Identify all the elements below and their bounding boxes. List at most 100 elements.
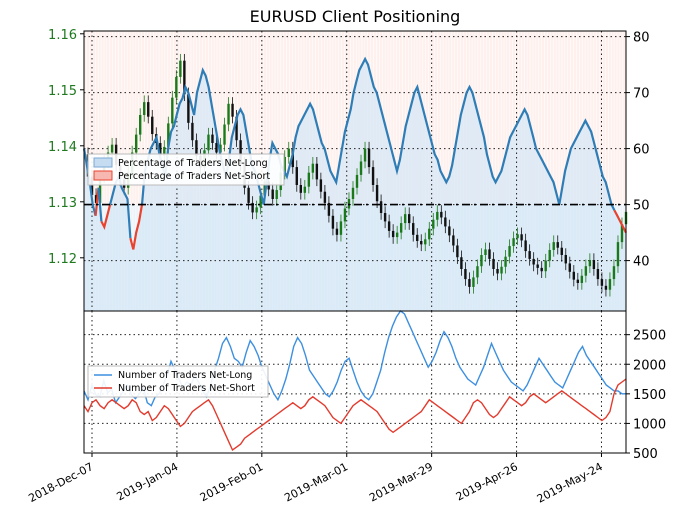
short-band-stripe	[318, 31, 322, 205]
net-long-pct-line	[97, 187, 103, 222]
short-band-stripe	[562, 31, 565, 205]
candle-body	[98, 176, 102, 203]
count-net-short-line	[83, 378, 627, 452]
candle-body	[540, 267, 543, 272]
short-band-stripe	[281, 31, 284, 205]
short-band-stripe	[570, 31, 574, 205]
candle-body	[339, 221, 343, 235]
candle-body	[375, 185, 379, 202]
right-tick-label: 50	[633, 199, 650, 214]
lower-panel: 500 1000 1500 2000 2500 Number of Traders Ne…	[83, 309, 666, 462]
candle-body	[588, 260, 592, 267]
candle-body	[568, 263, 571, 272]
candle-body	[403, 214, 407, 224]
short-band-stripe	[336, 31, 339, 205]
candle-body	[532, 258, 535, 265]
short-band-stripe	[440, 31, 443, 205]
short-band-stripe	[576, 31, 580, 205]
short-band-stripe	[133, 31, 136, 205]
candle-body	[363, 148, 367, 162]
net-short-pct-line	[613, 209, 627, 234]
candle-body	[528, 251, 531, 259]
candle-body	[480, 255, 483, 267]
candle-body	[147, 102, 150, 117]
short-band-stripe	[339, 31, 342, 205]
legend-swatch-net-short-pct	[93, 170, 113, 181]
short-band-stripe	[153, 31, 156, 205]
short-band-stripe	[226, 31, 229, 205]
short-band-stripe	[594, 31, 597, 205]
candle-body	[428, 228, 431, 240]
candle-body	[315, 163, 319, 180]
short-band-stripe	[620, 31, 623, 205]
short-band-stripe	[121, 31, 124, 205]
short-band-stripe	[127, 31, 130, 205]
candle-body	[408, 214, 411, 224]
legend-label-count-long: Number of Traders Net-Long	[118, 370, 252, 381]
upper-left-axis-ticks: 1.12 1.13 1.14 1.15 1.16	[48, 28, 84, 267]
short-band-stripe	[579, 31, 582, 205]
candle-body	[267, 181, 270, 190]
short-band-stripe	[341, 31, 345, 205]
short-band-stripe	[266, 31, 269, 205]
short-band-stripe	[547, 31, 551, 205]
short-band-stripe	[454, 31, 458, 205]
upper-panel: 40 50 60 70 80 1.12 1.13 1.14 1.15 1.16 Percenta…	[48, 28, 650, 312]
short-band-stripe	[231, 31, 235, 205]
short-band-stripe	[556, 31, 559, 205]
lower-legend-box	[87, 365, 269, 398]
short-band-stripe	[530, 31, 533, 205]
short-band-stripe	[118, 31, 122, 205]
short-band-stripe	[614, 31, 617, 205]
upper-area-fills	[84, 59, 626, 311]
short-band-stripe	[602, 31, 606, 205]
candle-body	[143, 102, 146, 115]
x-tick-label: 2019-Mar-29	[367, 460, 435, 504]
candle-body	[239, 140, 242, 164]
right-tick-label: 80	[633, 31, 650, 46]
candle-body	[560, 247, 563, 255]
short-band-stripe	[249, 31, 252, 205]
short-band-stripe	[124, 31, 127, 205]
candle-body	[420, 241, 423, 245]
candle-body	[552, 242, 555, 250]
short-band-stripe	[344, 31, 348, 205]
candle-body	[271, 189, 274, 199]
x-axis-ticks: 2018-Dec-07 2019-Jan-04 2019-Feb-01 2019-Ma…	[26, 453, 605, 506]
candle-body	[110, 144, 114, 153]
short-band-stripe	[457, 31, 461, 205]
short-band-stripe	[402, 31, 406, 205]
candle-body	[576, 279, 580, 283]
short-band-stripe	[84, 31, 87, 205]
candle-body	[191, 122, 194, 141]
short-band-stripe	[220, 31, 223, 205]
short-band-stripe	[292, 31, 295, 205]
x-tick-label: 2019-May-24	[535, 460, 605, 506]
candle-body	[231, 103, 234, 117]
candle-body	[195, 140, 198, 156]
short-band-stripe	[315, 31, 319, 205]
right-tick-label: 2000	[633, 358, 666, 373]
candle-body	[179, 60, 182, 77]
right-tick-label: 40	[633, 255, 650, 270]
candle-body	[620, 224, 624, 243]
candle-body	[275, 190, 278, 199]
right-tick-label: 500	[633, 447, 658, 462]
candle-body	[536, 264, 539, 268]
candle-body	[134, 134, 138, 153]
short-band-stripe	[507, 31, 510, 205]
candle-body	[580, 275, 584, 283]
short-band-stripe	[324, 31, 327, 205]
candle-body	[460, 257, 463, 269]
short-band-stripe	[553, 31, 556, 205]
left-tick-label: 1.14	[48, 140, 77, 155]
short-band-stripe	[217, 31, 220, 205]
right-tick-label: 1000	[633, 417, 666, 432]
short-band-stripe	[585, 31, 588, 205]
candle-body	[255, 207, 258, 213]
candle-body	[444, 217, 447, 227]
short-band-stripe	[489, 31, 493, 205]
short-band-stripe	[385, 31, 388, 205]
short-band-stripe	[544, 31, 548, 205]
candle-body	[572, 271, 576, 280]
